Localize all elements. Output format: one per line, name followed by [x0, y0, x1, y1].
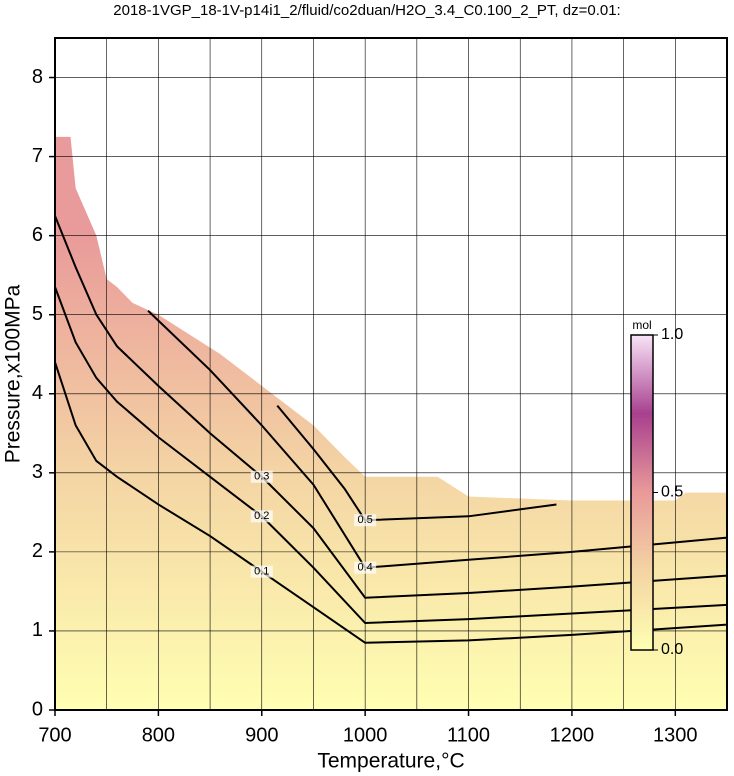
- contour-line: [54, 286, 728, 625]
- y-axis-label: Pressure,x100MPa: [2, 284, 25, 463]
- contour-label: 0.3: [254, 471, 269, 483]
- x-axis-label: Temperature,°C: [317, 750, 464, 773]
- colorbar-label: mol: [632, 318, 651, 332]
- chart-title: 2018-1VGP_18-1V-p14i1_2/fluid/co2duan/H2…: [113, 2, 620, 19]
- y-tick-label: 4: [32, 382, 43, 404]
- contour-line: [54, 215, 728, 599]
- contour-line: [54, 361, 728, 644]
- y-tick-label: 1: [32, 619, 43, 641]
- x-tick-label: 1300: [653, 724, 698, 746]
- contour-label: 0.5: [358, 514, 373, 526]
- x-tick-label: 800: [142, 724, 175, 746]
- contour-line: [276, 404, 557, 522]
- colorbar: [630, 334, 654, 651]
- y-tick-label: 6: [32, 224, 43, 246]
- colorbar-tick-label: 0.5: [661, 484, 683, 501]
- contour-label-bg: [250, 470, 273, 483]
- y-tick-label: 8: [32, 66, 43, 88]
- y-tick-label: 7: [32, 145, 43, 167]
- x-tick-label: 1200: [550, 724, 595, 746]
- contour-label: 0.1: [254, 566, 269, 578]
- contour-label: 0.4: [358, 562, 373, 574]
- contour-label-bg: [354, 561, 377, 574]
- contour-line: [147, 310, 728, 569]
- x-tick-label: 1100: [447, 724, 490, 746]
- colorbar-tick-label: 0.0: [661, 641, 683, 658]
- y-tick-label: 3: [32, 461, 43, 483]
- x-tick-label: 900: [245, 724, 278, 746]
- x-tick-label: 1000: [343, 724, 388, 746]
- contour-label: 0.2: [254, 510, 269, 522]
- y-tick-label: 5: [32, 303, 43, 325]
- data-region: [55, 136, 727, 710]
- x-tick-label: 700: [38, 724, 71, 746]
- contour-label-bg: [250, 510, 273, 523]
- contour-label-bg: [354, 514, 377, 527]
- plot-frame: [54, 37, 728, 711]
- y-tick-label: 2: [32, 540, 43, 562]
- contour-label-bg: [250, 565, 273, 578]
- colorbar-tick-label: 1.0: [661, 326, 683, 343]
- y-tick-label: 0: [32, 698, 43, 720]
